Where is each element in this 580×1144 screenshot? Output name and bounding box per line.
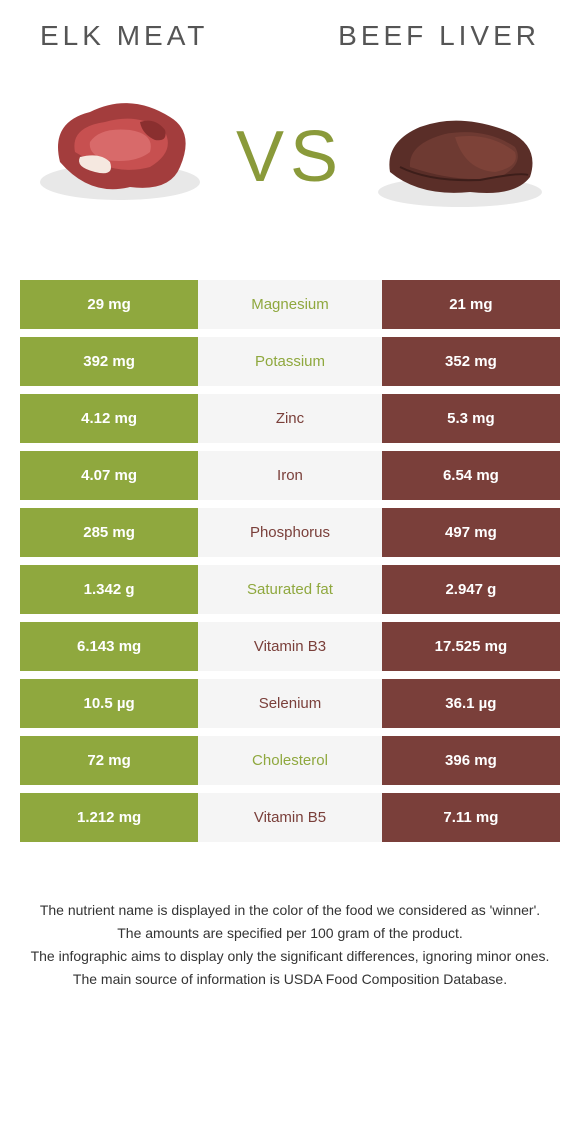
nutrient-name: Zinc xyxy=(198,394,382,443)
value-left: 1.342 g xyxy=(20,565,198,614)
value-left: 4.07 mg xyxy=(20,451,198,500)
food-right-title: BEEF LIVER xyxy=(338,20,540,52)
value-right: 36.1 µg xyxy=(382,679,560,728)
value-right: 17.525 mg xyxy=(382,622,560,671)
nutrient-name: Selenium xyxy=(198,679,382,728)
food-left-title: ELK MEAT xyxy=(40,20,208,52)
value-right: 21 mg xyxy=(382,280,560,329)
nutrient-name: Vitamin B5 xyxy=(198,793,382,842)
table-row: 10.5 µgSelenium36.1 µg xyxy=(20,679,560,728)
value-left: 10.5 µg xyxy=(20,679,198,728)
header-row: ELK MEAT BEEF LIVER xyxy=(0,0,580,62)
value-right: 396 mg xyxy=(382,736,560,785)
table-row: 4.12 mgZinc5.3 mg xyxy=(20,394,560,443)
nutrient-name: Saturated fat xyxy=(198,565,382,614)
table-row: 1.342 gSaturated fat2.947 g xyxy=(20,565,560,614)
table-row: 72 mgCholesterol396 mg xyxy=(20,736,560,785)
value-right: 6.54 mg xyxy=(382,451,560,500)
elk-meat-image xyxy=(20,72,220,242)
nutrient-name: Phosphorus xyxy=(198,508,382,557)
table-row: 29 mgMagnesium21 mg xyxy=(20,280,560,329)
value-right: 2.947 g xyxy=(382,565,560,614)
value-left: 392 mg xyxy=(20,337,198,386)
value-left: 4.12 mg xyxy=(20,394,198,443)
value-right: 497 mg xyxy=(382,508,560,557)
comparison-table-wrap: 29 mgMagnesium21 mg 392 mgPotassium352 mg… xyxy=(0,272,580,850)
footnote-line: The amounts are specified per 100 gram o… xyxy=(30,923,550,944)
value-left: 1.212 mg xyxy=(20,793,198,842)
hero-row: VS xyxy=(0,62,580,272)
value-left: 285 mg xyxy=(20,508,198,557)
footnotes: The nutrient name is displayed in the co… xyxy=(0,850,580,1012)
table-row: 392 mgPotassium352 mg xyxy=(20,337,560,386)
value-right: 7.11 mg xyxy=(382,793,560,842)
nutrient-name: Vitamin B3 xyxy=(198,622,382,671)
footnote-line: The main source of information is USDA F… xyxy=(30,969,550,990)
table-row: 285 mgPhosphorus497 mg xyxy=(20,508,560,557)
nutrient-name: Magnesium xyxy=(198,280,382,329)
nutrient-name: Potassium xyxy=(198,337,382,386)
comparison-table: 29 mgMagnesium21 mg 392 mgPotassium352 mg… xyxy=(20,272,560,850)
value-left: 6.143 mg xyxy=(20,622,198,671)
value-left: 29 mg xyxy=(20,280,198,329)
beef-liver-image xyxy=(360,72,560,242)
value-right: 352 mg xyxy=(382,337,560,386)
table-row: 1.212 mgVitamin B57.11 mg xyxy=(20,793,560,842)
table-row: 4.07 mgIron6.54 mg xyxy=(20,451,560,500)
table-row: 6.143 mgVitamin B317.525 mg xyxy=(20,622,560,671)
value-left: 72 mg xyxy=(20,736,198,785)
nutrient-name: Iron xyxy=(198,451,382,500)
footnote-line: The nutrient name is displayed in the co… xyxy=(30,900,550,921)
footnote-line: The infographic aims to display only the… xyxy=(30,946,550,967)
infographic-container: ELK MEAT BEEF LIVER VS xyxy=(0,0,580,1012)
vs-label: VS xyxy=(236,116,344,198)
value-right: 5.3 mg xyxy=(382,394,560,443)
nutrient-name: Cholesterol xyxy=(198,736,382,785)
